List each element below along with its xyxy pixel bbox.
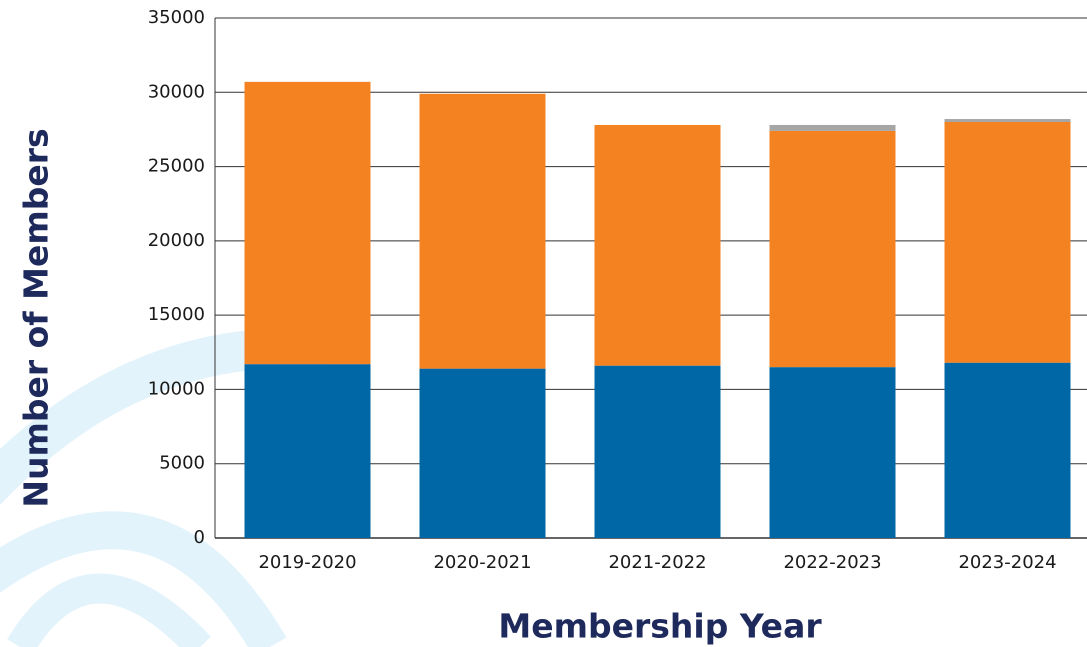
x-tick-label: 2021-2022: [608, 552, 706, 573]
y-tick-label: 30000: [148, 81, 205, 102]
y-tick-label: 0: [194, 527, 205, 548]
bar-segment: [245, 364, 371, 538]
bar-segment: [945, 122, 1071, 363]
x-tick-label: 2023-2024: [958, 552, 1056, 573]
y-tick-label: 15000: [148, 304, 205, 325]
chart: 0 5000 10000 15000 20000 25000 30000 35000 2019-…: [0, 0, 1087, 647]
plot-area: 0 5000 10000 15000 20000 25000 30000 35000 2019-…: [148, 7, 1087, 573]
decor-arc: [20, 589, 200, 647]
y-tick-label: 10000: [148, 378, 205, 399]
y-tick-label: 25000: [148, 156, 205, 177]
y-tick-label: 35000: [148, 7, 205, 28]
y-tick-label: 20000: [148, 230, 205, 251]
bar-segment: [945, 119, 1071, 122]
x-tick-label: 2020-2021: [433, 552, 531, 573]
x-tick-label: 2022-2023: [783, 552, 881, 573]
bar-segment: [945, 363, 1071, 538]
bar-segment: [770, 367, 896, 538]
y-axis-title: Number of Members: [17, 128, 56, 507]
bar-segment: [595, 125, 721, 366]
bar-segment: [420, 94, 546, 369]
bar-segment: [770, 131, 896, 367]
x-axis-title: Membership Year: [498, 607, 822, 646]
bar-segment: [245, 82, 371, 364]
bar-segment: [595, 366, 721, 538]
y-tick-label: 5000: [159, 453, 205, 474]
bar-segment: [770, 125, 896, 131]
x-tick-label: 2019-2020: [258, 552, 356, 573]
bar-segment: [420, 369, 546, 538]
